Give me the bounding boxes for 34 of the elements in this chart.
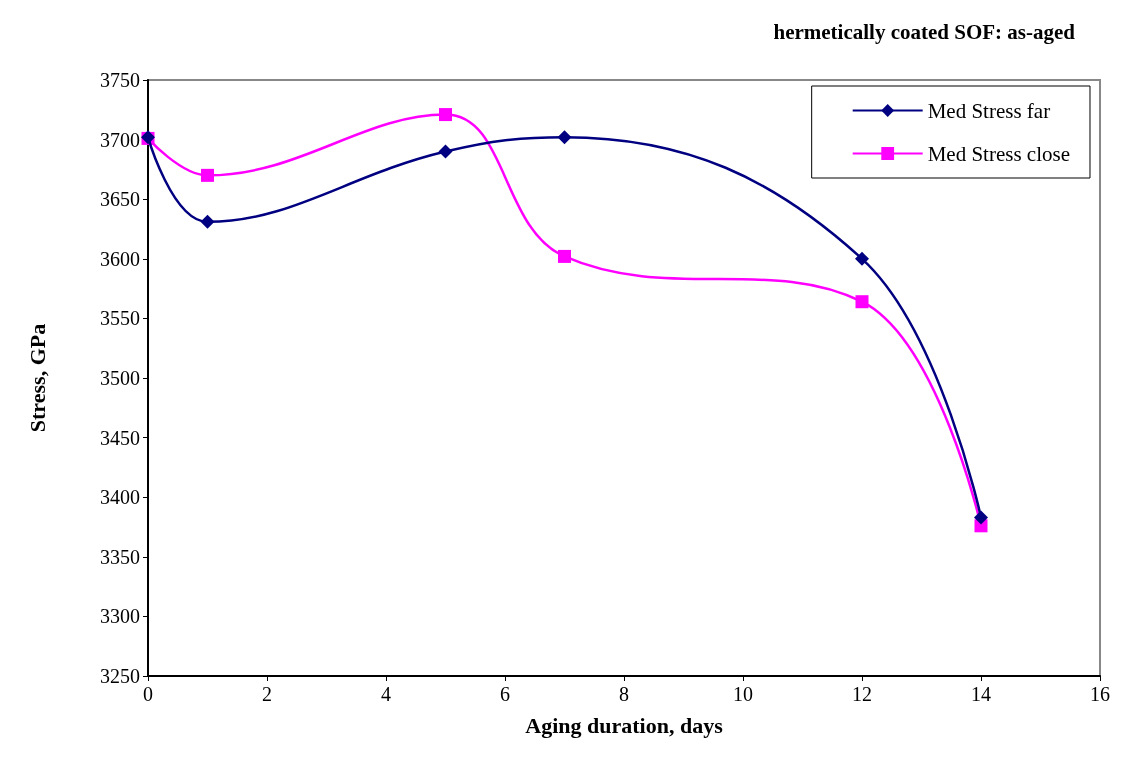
legend-label: Med Stress close	[927, 141, 1071, 166]
y-axis-title: Stress, GPa	[24, 323, 50, 433]
chart-title: hermetically coated SOF: as-aged	[773, 19, 1076, 44]
y-tick-label: 3250	[100, 665, 140, 687]
point	[855, 295, 869, 309]
y-tick-label: 3450	[100, 426, 140, 449]
y-tick-label: 3650	[100, 188, 140, 211]
point	[439, 108, 452, 122]
point	[200, 214, 215, 229]
y-tick-label: 3600	[100, 247, 140, 270]
point	[558, 249, 571, 263]
y-tick-label: 3550	[100, 307, 140, 330]
y-tick-label: 3700	[100, 128, 140, 151]
x-tick-label: 2	[262, 683, 272, 705]
y-tick-label: 3400	[100, 486, 140, 509]
x-tick-label: 10	[733, 683, 753, 705]
point	[557, 130, 572, 145]
y-tick-label: 3350	[100, 545, 140, 568]
x-axis-title: Aging duration, days	[525, 712, 724, 738]
y-tick-label: 3300	[100, 605, 140, 628]
x-tick-label: 0	[143, 683, 153, 705]
point	[855, 251, 869, 266]
point	[438, 144, 453, 159]
x-tick-label: 6	[500, 683, 510, 705]
x-tick-label: 14	[971, 683, 991, 705]
x-tick-label: 4	[381, 683, 391, 705]
legend-label: Med Stress far	[927, 98, 1051, 123]
point	[974, 510, 988, 525]
point	[201, 168, 214, 182]
y-tick-label: 3500	[100, 367, 140, 389]
x-tick-label: 16	[1090, 683, 1110, 705]
x-tick-label: 8	[619, 683, 629, 705]
x-tick-label: 12	[852, 683, 872, 705]
y-tick-label: 3750	[100, 69, 140, 91]
